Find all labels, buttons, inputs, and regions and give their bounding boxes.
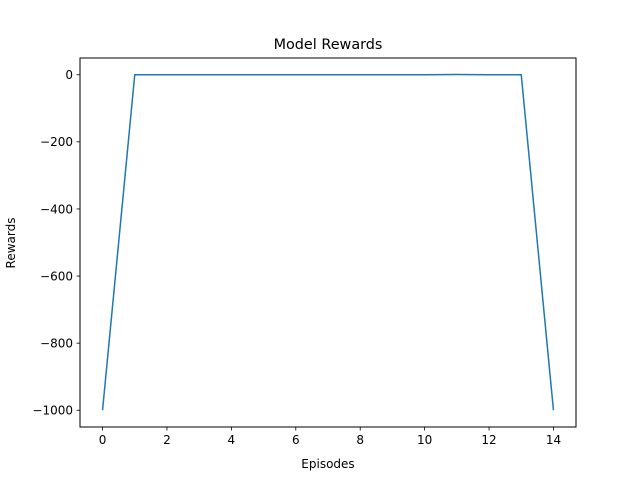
y-tick-label: −600 bbox=[40, 269, 73, 283]
y-axis-label: Rewards bbox=[4, 218, 18, 269]
series-line bbox=[101, 73, 555, 411]
x-axis: 0 2 4 6 8 10 12 14 bbox=[99, 427, 561, 447]
x-tick-label: 4 bbox=[228, 433, 236, 447]
x-tick-label: 10 bbox=[417, 433, 432, 447]
y-tick-label: −1000 bbox=[32, 404, 73, 418]
x-tick-label: 6 bbox=[292, 433, 300, 447]
x-tick-label: 12 bbox=[481, 433, 496, 447]
plot-area bbox=[101, 73, 555, 411]
x-tick-label: 8 bbox=[356, 433, 364, 447]
x-tick-label: 2 bbox=[163, 433, 171, 447]
y-tick-label: −200 bbox=[40, 135, 73, 149]
y-tick-label: 0 bbox=[65, 68, 73, 82]
y-axis: 0 −200 −400 −600 −800 −1000 bbox=[32, 68, 80, 418]
x-tick-label: 14 bbox=[546, 433, 561, 447]
y-tick-label: −400 bbox=[40, 202, 73, 216]
y-tick-label: −800 bbox=[40, 336, 73, 350]
chart-title: Model Rewards bbox=[274, 37, 383, 53]
x-axis-label: Episodes bbox=[301, 457, 354, 471]
axes-frame bbox=[79, 57, 577, 428]
x-tick-label: 0 bbox=[99, 433, 107, 447]
